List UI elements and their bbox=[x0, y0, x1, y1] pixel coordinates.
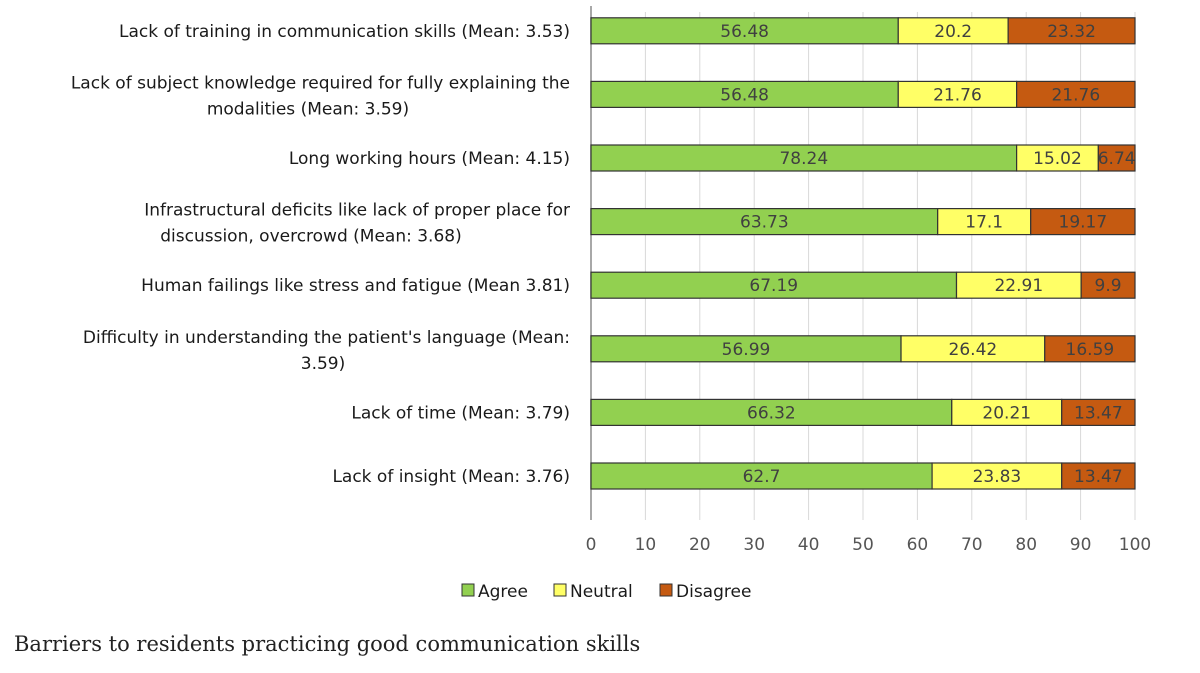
legend-label-agree: Agree bbox=[478, 582, 528, 602]
data-label-agree: 56.99 bbox=[722, 340, 771, 360]
legend-swatch-disagree bbox=[659, 583, 673, 597]
category-label: Lack of training in communication skills… bbox=[119, 22, 570, 42]
bar-disagree bbox=[1061, 462, 1136, 490]
category-label: Difficulty in understanding the patient'… bbox=[83, 328, 570, 374]
x-tick-label: 60 bbox=[907, 535, 929, 555]
bar-disagree bbox=[1030, 208, 1136, 236]
data-label-agree: 56.48 bbox=[720, 22, 769, 42]
legend-swatch-agree bbox=[461, 583, 475, 597]
data-label-disagree: 13.47 bbox=[1074, 467, 1123, 487]
bar-agree bbox=[590, 208, 939, 236]
data-label-agree: 67.19 bbox=[749, 276, 798, 296]
bar-agree bbox=[590, 271, 958, 299]
bar-disagree bbox=[1007, 17, 1136, 45]
x-tick-label: 20 bbox=[689, 535, 711, 555]
bar-neutral bbox=[900, 335, 1046, 363]
data-label-agree: 63.73 bbox=[740, 213, 789, 233]
x-tick-label: 0 bbox=[586, 535, 597, 555]
data-label-neutral: 15.02 bbox=[1033, 149, 1082, 169]
x-tick-label: 30 bbox=[743, 535, 765, 555]
category-label: Infrastructural deficits like lack of pr… bbox=[144, 201, 570, 247]
data-label-neutral: 20.2 bbox=[934, 22, 972, 42]
bar-neutral bbox=[937, 208, 1032, 236]
bar-disagree bbox=[1097, 144, 1136, 172]
bar-neutral bbox=[931, 462, 1063, 490]
legend-label-disagree: Disagree bbox=[676, 582, 751, 602]
data-label-disagree: 13.47 bbox=[1074, 403, 1123, 423]
bar-disagree bbox=[1080, 271, 1136, 299]
data-label-agree: 66.32 bbox=[747, 403, 796, 423]
x-tick-label: 50 bbox=[852, 535, 874, 555]
data-label-disagree: 21.76 bbox=[1051, 85, 1100, 105]
category-label: Long working hours (Mean: 4.15) bbox=[289, 149, 570, 169]
x-tick-label: 80 bbox=[1015, 535, 1037, 555]
bar-agree bbox=[590, 462, 933, 490]
data-label-neutral: 21.76 bbox=[933, 85, 982, 105]
category-label: Lack of time (Mean: 3.79) bbox=[351, 403, 570, 423]
x-tick-label: 40 bbox=[798, 535, 820, 555]
bar-neutral bbox=[951, 398, 1063, 426]
data-label-agree: 78.24 bbox=[779, 149, 828, 169]
bar-agree bbox=[590, 144, 1018, 172]
data-label-disagree: 9.9 bbox=[1095, 276, 1122, 296]
x-tick-label: 100 bbox=[1119, 535, 1151, 555]
bar-agree bbox=[590, 398, 953, 426]
figure-caption: Barriers to residents practicing good co… bbox=[14, 632, 641, 656]
bar-disagree bbox=[1061, 398, 1136, 426]
data-label-disagree: 16.59 bbox=[1066, 340, 1115, 360]
category-label: Lack of insight (Mean: 3.76) bbox=[332, 467, 570, 487]
data-label-disagree: 6.74 bbox=[1098, 149, 1136, 169]
legend-label-neutral: Neutral bbox=[570, 582, 633, 602]
bar-neutral bbox=[955, 271, 1082, 299]
stacked-bar-chart: 56.48 20.2 23.32 Lack of training in commun… bbox=[71, 6, 1151, 602]
bar-agree bbox=[590, 80, 899, 109]
data-label-neutral: 26.42 bbox=[949, 340, 998, 360]
legend-swatch-neutral bbox=[553, 583, 567, 597]
bar-agree bbox=[590, 335, 902, 363]
bar-neutral bbox=[897, 80, 1018, 109]
data-label-disagree: 23.32 bbox=[1047, 22, 1096, 42]
chart-area: 56.48 20.2 23.32 Lack of training in commun… bbox=[71, 6, 1151, 602]
bar-disagree bbox=[1016, 80, 1136, 109]
x-tick-label: 90 bbox=[1070, 535, 1092, 555]
data-label-agree: 56.48 bbox=[720, 85, 769, 105]
bar-agree bbox=[590, 17, 899, 45]
data-label-neutral: 23.83 bbox=[973, 467, 1022, 487]
x-tick-label: 10 bbox=[635, 535, 657, 555]
bar-disagree bbox=[1044, 335, 1136, 363]
bar-neutral bbox=[897, 17, 1009, 45]
data-label-neutral: 17.1 bbox=[965, 213, 1003, 233]
data-label-agree: 62.7 bbox=[743, 467, 781, 487]
data-label-neutral: 22.91 bbox=[994, 276, 1043, 296]
data-label-disagree: 19.17 bbox=[1059, 213, 1108, 233]
x-tick-label: 70 bbox=[961, 535, 983, 555]
data-label-neutral: 20.21 bbox=[982, 403, 1031, 423]
category-label: Human failings like stress and fatigue (… bbox=[141, 276, 570, 296]
category-label: Lack of subject knowledge required for f… bbox=[71, 73, 570, 119]
